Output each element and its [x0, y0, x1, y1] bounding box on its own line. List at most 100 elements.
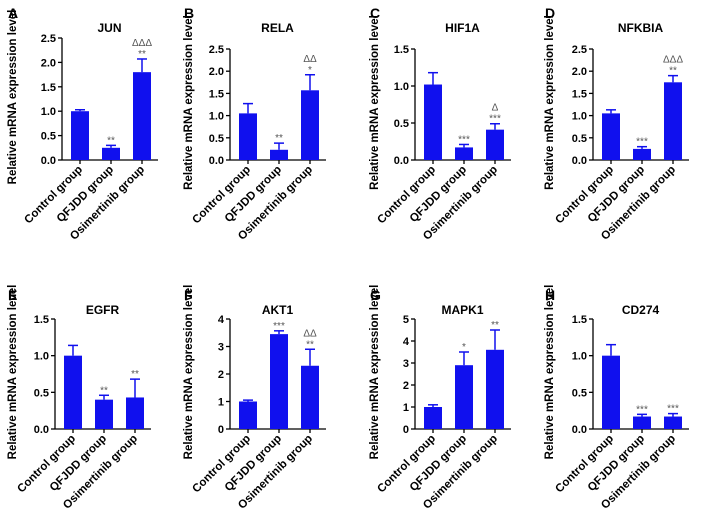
y-tick-label: 1.0: [394, 81, 409, 93]
y-tick-label: 0.0: [34, 424, 49, 436]
significance-label: **: [306, 339, 314, 350]
bar: [602, 113, 620, 160]
bar: [126, 397, 144, 429]
bar: [239, 113, 257, 160]
y-tick-label: 1.5: [34, 314, 49, 326]
significance-label: ΔΔΔ: [132, 38, 152, 49]
y-tick-label: 1.5: [572, 314, 587, 326]
y-tick-label: 0.5: [41, 131, 56, 143]
significance-label: **: [100, 385, 108, 396]
panel-letter: B: [184, 5, 194, 21]
chart-title: RELA: [261, 21, 294, 35]
y-axis-title: Relative mRNA expression level: [369, 15, 381, 190]
y-axis-title: Relative mRNA expression level: [544, 285, 556, 460]
bar: [270, 334, 288, 429]
y-tick-label: 0.0: [394, 155, 409, 167]
chart-panel-d: D NFKBIA Relative mRNA expression level 0.0…: [544, 5, 689, 243]
chart-panel-f: F AKT1 Relative mRNA expression level 0 1 2 3 4…: [183, 285, 326, 512]
bar: [64, 355, 82, 429]
significance-label: ***: [667, 404, 679, 415]
panel-letter: C: [370, 5, 380, 21]
panel-letter: A: [8, 5, 18, 21]
significance-label: ΔΔΔ: [663, 55, 683, 66]
y-tick-label: 1.0: [572, 351, 587, 363]
y-tick-label: 3: [218, 342, 224, 354]
y-tick-label: 2.5: [209, 44, 224, 56]
y-tick-label: 0.0: [41, 155, 56, 167]
y-tick-label: 0.5: [209, 133, 224, 145]
chart-title: EGFR: [86, 303, 120, 317]
significance-label: ***: [489, 114, 501, 125]
panel-letter: D: [545, 5, 555, 21]
significance-label: ΔΔ: [303, 328, 317, 339]
bar: [664, 416, 682, 429]
bar: [239, 401, 257, 429]
y-tick-label: 2.5: [572, 44, 587, 56]
bar: [301, 90, 319, 160]
bar: [455, 365, 473, 429]
bar: [102, 147, 120, 160]
y-tick-label: 1.5: [572, 88, 587, 100]
y-tick-label: 1.5: [41, 82, 56, 94]
significance-label: *: [308, 65, 312, 76]
panel-letter: E: [8, 287, 17, 303]
y-tick-label: 0.5: [572, 387, 587, 399]
y-axis-title: Relative mRNA expression level: [183, 285, 195, 460]
y-tick-label: 0.0: [209, 155, 224, 167]
bar: [270, 149, 288, 160]
y-tick-label: 0.0: [572, 424, 587, 436]
chart-panel-b: B RELA Relative mRNA expression level 0.0 0.…: [183, 5, 326, 243]
panel-letter: F: [184, 287, 193, 303]
bar: [424, 84, 442, 160]
y-tick-label: 1.0: [34, 351, 49, 363]
y-tick-label: 1.0: [572, 111, 587, 123]
chart-panel-g: G MAPK1 Relative mRNA expression level 0 1 2 3…: [369, 285, 511, 512]
y-axis-title: Relative mRNA expression level: [7, 285, 19, 460]
significance-label: Δ: [492, 103, 499, 114]
significance-label: **: [491, 320, 499, 331]
y-axis-title: Relative mRNA expression level: [369, 285, 381, 460]
y-tick-label: 4: [218, 314, 225, 326]
bar: [424, 407, 442, 429]
significance-label: ***: [636, 404, 648, 415]
y-tick-label: 2.0: [41, 57, 56, 69]
bar: [455, 147, 473, 160]
significance-label: ***: [458, 134, 470, 145]
y-tick-label: 0.5: [34, 387, 49, 399]
chart-panel-e: E EGFR Relative mRNA expression level 0.0 0.…: [7, 285, 151, 512]
panel-letter: G: [370, 287, 381, 303]
y-tick-label: 2.0: [572, 66, 587, 78]
chart-title: MAPK1: [441, 303, 483, 317]
y-axis-title: Relative mRNA expression level: [183, 15, 195, 190]
y-tick-label: 0.5: [394, 118, 409, 130]
y-tick-label: 0.5: [572, 133, 587, 145]
bar: [633, 416, 651, 429]
chart-title: HIF1A: [445, 21, 480, 35]
chart-title: CD274: [622, 303, 660, 317]
bar: [602, 355, 620, 429]
y-tick-label: 1.0: [209, 111, 224, 123]
significance-label: **: [131, 369, 139, 380]
y-axis-title: Relative mRNA expression level: [544, 15, 556, 190]
bar: [633, 148, 651, 160]
bar: [95, 399, 113, 429]
significance-label: *: [462, 342, 466, 353]
significance-label: ***: [636, 137, 648, 148]
y-tick-label: 3: [403, 358, 409, 370]
chart-title: AKT1: [262, 303, 294, 317]
y-tick-label: 1.0: [41, 106, 56, 118]
significance-label: **: [669, 66, 677, 77]
bar: [486, 129, 504, 160]
significance-label: **: [275, 133, 283, 144]
significance-label: ***: [273, 321, 285, 332]
bar: [301, 365, 319, 429]
y-tick-label: 2.0: [209, 66, 224, 78]
bar: [664, 82, 682, 160]
significance-label: ΔΔ: [303, 54, 317, 65]
bar: [133, 72, 151, 160]
chart-title: NFKBIA: [618, 21, 664, 35]
significance-label: **: [107, 135, 115, 146]
y-tick-label: 1.5: [394, 44, 409, 56]
significance-label: **: [138, 49, 146, 60]
